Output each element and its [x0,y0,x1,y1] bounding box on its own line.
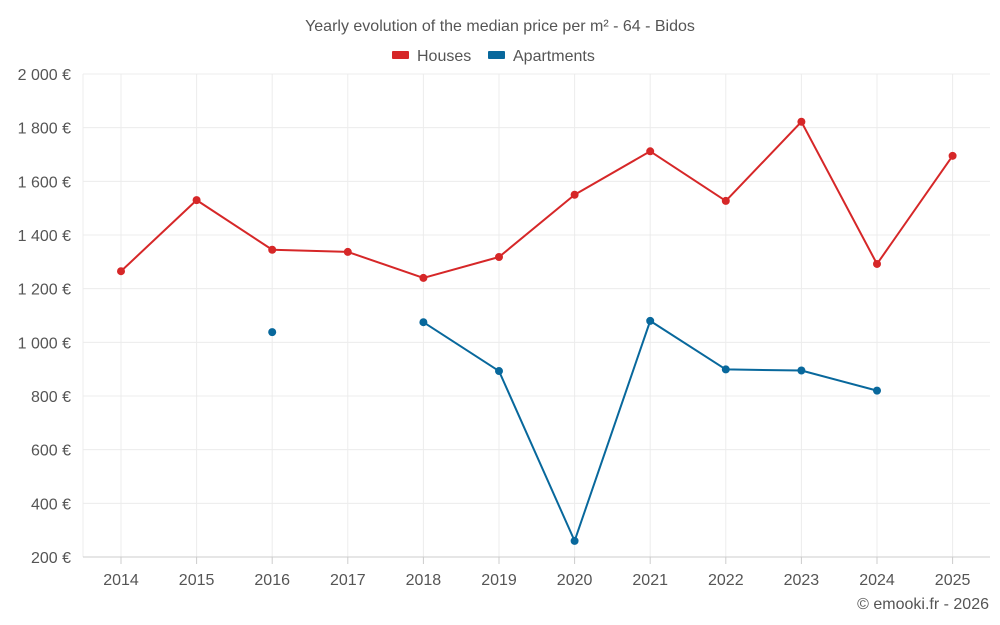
y-tick-label: 600 € [31,443,71,460]
y-tick-label: 400 € [31,496,71,513]
data-point-apartments[interactable] [873,386,881,395]
legend: Houses Apartments [392,48,595,65]
data-point-houses[interactable] [948,151,957,160]
x-axis: 2014 2015 2016 2017 2018 2019 2020 2021 2022 2023… [83,556,990,589]
data-point-apartments[interactable] [721,365,730,374]
data-point-houses[interactable] [117,267,125,276]
data-point-houses[interactable] [646,147,655,156]
data-point-houses[interactable] [797,117,806,126]
x-tick-label: 2025 [935,572,971,589]
x-tick-label: 2018 [406,572,442,589]
x-tick-label: 2021 [632,572,668,589]
data-point-houses[interactable] [268,245,277,254]
legend-swatch-apartments [488,51,505,59]
data-point-apartments[interactable] [495,367,503,376]
x-tick-label: 2017 [330,572,366,589]
legend-label-apartments: Apartments [513,48,595,65]
data-point-apartments[interactable] [419,318,428,327]
x-tick-label: 2019 [481,572,517,589]
x-tick-label: 2014 [103,572,139,589]
data-point-apartments[interactable] [646,316,655,325]
data-point-apartments[interactable] [268,328,277,337]
legend-item-apartments[interactable]: Apartments [488,48,595,65]
legend-swatch-houses [392,51,409,59]
legend-label-houses: Houses [417,48,471,65]
data-point-houses[interactable] [873,259,881,268]
y-tick-label: 800 € [31,389,71,406]
data-point-houses[interactable] [495,253,503,262]
y-tick-label: 1 600 € [18,174,71,191]
x-tick-label: 2015 [179,572,215,589]
y-tick-label: 1 200 € [18,282,71,299]
legend-item-houses[interactable]: Houses [392,48,471,65]
credit-text: © emooki.fr - 2026 [857,596,989,613]
y-tick-label: 1 000 € [18,335,71,352]
y-tick-label: 200 € [31,550,71,567]
y-tick-label: 2 000 € [18,67,71,84]
x-tick-label: 2016 [254,572,290,589]
y-tick-label: 1 400 € [18,228,71,245]
data-point-houses[interactable] [419,273,428,282]
data-point-apartments[interactable] [797,366,806,375]
series-houses [117,117,957,282]
series-layer [117,117,957,545]
grid [82,73,990,557]
x-tick-label: 2022 [708,572,744,589]
series-line-houses [120,120,954,279]
data-point-houses[interactable] [192,196,201,205]
x-tick-label: 2020 [557,572,593,589]
y-tick-label: 1 800 € [18,121,71,138]
data-point-houses[interactable] [343,247,352,256]
series-apartments [268,316,881,545]
x-tick-label: 2024 [859,572,895,589]
data-point-houses[interactable] [721,196,730,205]
chart-title: Yearly evolution of the median price per… [305,18,695,35]
data-point-apartments[interactable] [570,536,579,545]
y-axis: 200 € 400 € 600 € 800 € 1 000 € 1 200 € 1 400 … [18,67,71,567]
x-tick-label: 2023 [784,572,820,589]
data-point-houses[interactable] [570,190,579,199]
